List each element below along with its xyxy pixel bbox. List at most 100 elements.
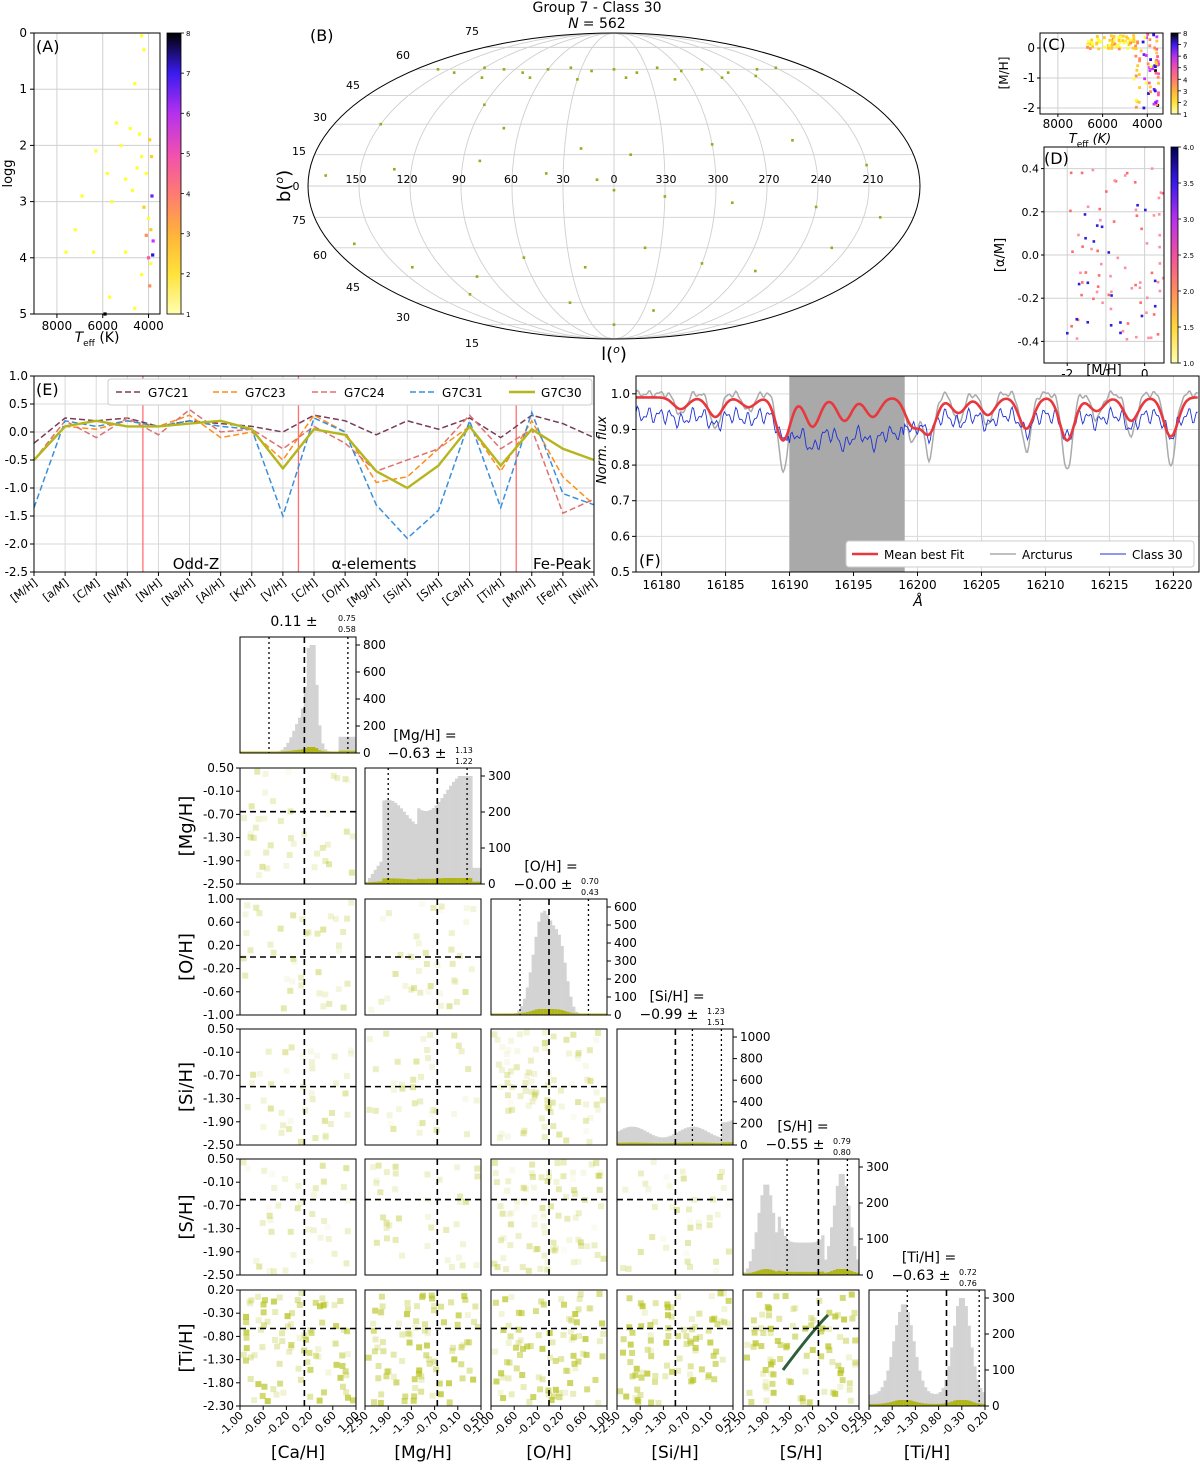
corner-density-bin — [507, 1221, 514, 1228]
corner-cell-si-mg — [364, 1028, 482, 1146]
corner-ytick-label: -0.10 — [203, 1045, 234, 1059]
corner-density-bin — [790, 1305, 797, 1312]
panel-e-category-label: [C/M] — [71, 576, 102, 604]
corner-density-bin — [767, 1356, 774, 1363]
corner-hist-olive-bar — [625, 1142, 629, 1145]
corner-density-bin — [663, 1174, 670, 1181]
panel-c-label: (C) — [1042, 35, 1066, 54]
corner-density-bin — [531, 1221, 538, 1228]
corner-density-bin — [319, 844, 326, 851]
corner-hist-olive-bar — [569, 1012, 573, 1015]
corner-density-bin — [463, 905, 470, 912]
corner-density-bin — [287, 1228, 294, 1235]
corner-hist-olive-bar — [563, 1010, 567, 1015]
corner-density-bin — [763, 1385, 770, 1392]
corner-hist-olive-bar — [628, 1142, 632, 1145]
panel-f-series-mean-fit — [636, 396, 1198, 442]
corner-density-bin — [289, 978, 296, 985]
corner-density-bin — [344, 1228, 351, 1235]
corner-density-bin — [411, 1100, 418, 1107]
corner-density-bin — [462, 988, 469, 995]
corner-density-bin — [526, 1243, 533, 1250]
corner-hist-tick-label: 300 — [488, 769, 511, 783]
corner-density-bin — [375, 1363, 382, 1370]
corner-xlabel: [Ti/H] — [904, 1443, 950, 1463]
corner-hist-bar — [754, 1232, 758, 1275]
corner-density-bin — [425, 988, 432, 995]
corner-hist-bar — [646, 1132, 650, 1145]
panel-c-colorbar-tick-label: 6 — [1183, 53, 1188, 61]
corner-hist-olive-bar — [376, 881, 380, 884]
corner-density-bin — [280, 1122, 287, 1129]
corner-density-bin — [377, 1189, 384, 1196]
panel-c-colorbar — [1170, 32, 1179, 115]
corner-density-bin — [641, 1309, 648, 1316]
corner-density-bin — [453, 998, 460, 1005]
corner-hist-olive-bar — [592, 1013, 596, 1015]
corner-density-bin — [308, 1048, 315, 1055]
panel-f-xtick-label: 16185 — [706, 578, 744, 592]
corner-density-bin — [746, 1389, 753, 1396]
corner-xlabel: [S/H] — [780, 1443, 823, 1463]
corner-diag-title-value: −0.63 ± — [387, 746, 446, 762]
corner-density-bin — [637, 1248, 644, 1255]
panel-d-ytick-label: 0.2 — [1022, 206, 1040, 219]
corner-hist-olive-bar — [531, 1010, 535, 1015]
corner-density-bin — [509, 1167, 516, 1174]
panel-d-colorbar — [1170, 146, 1179, 364]
corner-xtick-label: 0.20 — [289, 1409, 316, 1436]
corner-hist-olive-bar — [958, 1400, 963, 1406]
panel-a-point — [148, 284, 152, 288]
corner-density-bin — [524, 1343, 531, 1350]
corner-density-bin — [348, 899, 355, 906]
corner-density-bin — [334, 774, 341, 781]
corner-density-bin — [431, 1303, 438, 1310]
corner-density-bin — [564, 1368, 571, 1375]
corner-cell-frame — [239, 1028, 357, 1146]
corner-density-bin — [554, 1160, 561, 1167]
corner-density-bin — [542, 1045, 549, 1052]
corner-density-bin — [308, 1090, 315, 1097]
corner-density-bin — [289, 1310, 296, 1317]
corner-density-bin — [437, 1391, 444, 1398]
corner-density-bin — [473, 1262, 480, 1269]
corner-diag-frame — [239, 636, 357, 754]
corner-density-bin — [549, 1339, 556, 1346]
corner-hist-tick-label: 200 — [740, 1116, 763, 1130]
corner-density-bin — [684, 1258, 691, 1265]
corner-density-bin — [680, 1326, 687, 1333]
corner-hist-olive-bar — [950, 1401, 954, 1406]
corner-density-bin — [692, 1324, 699, 1331]
corner-hist-olive-bar — [502, 1013, 506, 1015]
corner-hist-olive-bar — [672, 1142, 676, 1145]
corner-density-bin — [395, 1106, 402, 1113]
corner-xtick-label: -2.50 — [342, 1409, 371, 1438]
panel-a-xlabel-t: T — [75, 330, 85, 346]
corner-diag-title: [S/H] = — [777, 1119, 828, 1135]
corner-density-bin — [620, 1349, 627, 1356]
corner-cell-background — [240, 1029, 356, 1145]
corner-density-bin — [540, 1223, 547, 1230]
panel-d-point — [1119, 321, 1122, 324]
corner-density-bin — [540, 1214, 547, 1221]
corner-hist-bar — [557, 934, 561, 1015]
panel-e-group-label: Fe-Peak — [533, 555, 591, 573]
panel-b-point — [754, 74, 758, 78]
corner-ytick-label: -1.30 — [203, 1092, 234, 1106]
panel-c-point — [1112, 38, 1116, 42]
corner-density-bin — [577, 1239, 584, 1246]
corner-hist-bar — [709, 1133, 713, 1145]
corner-density-bin — [342, 1090, 349, 1097]
corner-density-bin — [309, 1211, 316, 1218]
corner-density-bin — [570, 1352, 577, 1359]
corner-density-bin — [504, 1133, 511, 1140]
corner-density-bin — [558, 1296, 565, 1303]
corner-hist-bar — [469, 776, 473, 884]
corner-hist-bar — [423, 811, 427, 884]
panel-b-point — [730, 201, 734, 205]
corner-hist-bar — [783, 1236, 787, 1275]
corner-hist-bar — [391, 800, 395, 884]
corner-density-bin — [586, 1047, 593, 1054]
corner-hist-bar — [772, 1212, 776, 1275]
panel-c-point — [1118, 41, 1122, 44]
